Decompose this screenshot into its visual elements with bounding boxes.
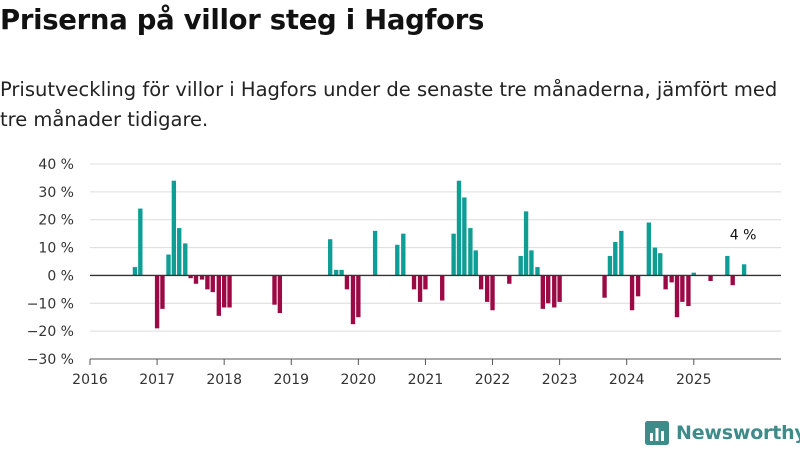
x-tick-label: 2020 xyxy=(341,372,377,388)
bar xyxy=(199,275,205,280)
bar xyxy=(344,275,350,290)
newsworthy-brand: Newsworthy xyxy=(645,418,800,448)
bar xyxy=(552,275,557,308)
y-axis: −30 % −20 % −10 % 0 % 10 % 20 % 30 % 40 % xyxy=(27,157,74,368)
bar xyxy=(166,254,171,276)
gridlines xyxy=(90,163,781,360)
bar xyxy=(468,228,473,276)
bar xyxy=(272,275,277,305)
x-tick-label: 2016 xyxy=(72,372,108,388)
bar xyxy=(188,275,193,279)
bar xyxy=(132,267,138,276)
bar xyxy=(160,275,165,309)
y-tick-label: 0 % xyxy=(47,268,74,284)
bar xyxy=(356,275,361,318)
bar xyxy=(478,275,484,290)
bar xyxy=(216,275,221,316)
bar xyxy=(741,264,747,276)
y-tick-label: −20 % xyxy=(27,324,74,340)
bar xyxy=(658,253,663,276)
x-tick-label: 2023 xyxy=(542,372,578,388)
bar xyxy=(518,255,523,276)
y-tick-label: −10 % xyxy=(27,296,74,312)
bar xyxy=(193,275,199,284)
bar xyxy=(629,275,635,311)
y-tick-label: 40 % xyxy=(38,157,74,173)
annotations: 4 % xyxy=(730,227,757,243)
bar xyxy=(395,244,400,276)
bar xyxy=(613,242,618,276)
bar xyxy=(183,243,188,276)
bar xyxy=(154,275,160,329)
bar xyxy=(529,250,534,276)
x-tick-label: 2021 xyxy=(408,372,444,388)
x-axis: 2016 2017 2018 2019 2020 2021 2022 2023 2024 2025 xyxy=(72,358,781,388)
value-annotation: 4 % xyxy=(730,227,757,243)
bar xyxy=(663,275,668,290)
bar xyxy=(138,208,143,276)
bar xyxy=(730,275,735,286)
bar xyxy=(674,275,680,318)
bar xyxy=(523,211,529,276)
chart-subtitle: Prisutveckling för villor i Hagfors unde… xyxy=(0,78,778,131)
bar xyxy=(277,275,283,314)
bar xyxy=(708,275,713,281)
bar xyxy=(456,180,462,276)
bar xyxy=(473,250,478,276)
brand-name: Newsworthy xyxy=(676,422,800,444)
y-tick-label: 10 % xyxy=(38,241,74,257)
bar xyxy=(619,230,624,276)
bar xyxy=(507,275,512,284)
bar xyxy=(350,275,356,325)
bar xyxy=(535,267,540,276)
bar xyxy=(451,233,456,276)
bar xyxy=(177,228,182,276)
bar xyxy=(401,233,406,276)
bar xyxy=(334,269,339,276)
bar xyxy=(171,180,177,276)
bar xyxy=(221,275,227,308)
bar xyxy=(540,275,546,309)
bar xyxy=(646,222,652,276)
x-tick-label: 2017 xyxy=(139,372,175,388)
bar xyxy=(227,275,232,308)
bar-chart-logo-icon xyxy=(645,421,669,445)
bar xyxy=(339,269,344,276)
bar xyxy=(490,275,495,311)
x-tick-label: 2025 xyxy=(676,372,712,388)
x-tick-label: 2018 xyxy=(206,372,242,388)
bar xyxy=(327,239,333,276)
bar xyxy=(462,197,467,276)
bar xyxy=(546,275,551,304)
bar xyxy=(423,275,428,290)
bar xyxy=(372,230,378,276)
bar xyxy=(680,275,685,302)
y-tick-label: 20 % xyxy=(38,213,74,229)
bar xyxy=(652,247,658,276)
x-tick-label: 2022 xyxy=(475,372,511,388)
bar xyxy=(440,275,445,301)
chart-title: Priserna på villor steg i Hagfors xyxy=(0,4,485,36)
bars xyxy=(132,180,747,329)
x-tick-label: 2019 xyxy=(273,372,309,388)
bar xyxy=(669,275,674,283)
bar xyxy=(602,275,607,298)
x-tick-label: 2024 xyxy=(609,372,645,388)
bar xyxy=(205,275,210,290)
bar xyxy=(557,275,562,302)
bar xyxy=(686,275,691,307)
bar xyxy=(607,255,613,276)
bar xyxy=(725,255,730,276)
bar xyxy=(411,275,417,290)
bar xyxy=(635,275,641,297)
bar xyxy=(691,272,696,276)
y-tick-label: 30 % xyxy=(38,185,74,201)
bar xyxy=(210,275,215,293)
bar xyxy=(417,275,423,302)
bar xyxy=(484,275,490,302)
y-tick-label: −30 % xyxy=(27,352,74,368)
